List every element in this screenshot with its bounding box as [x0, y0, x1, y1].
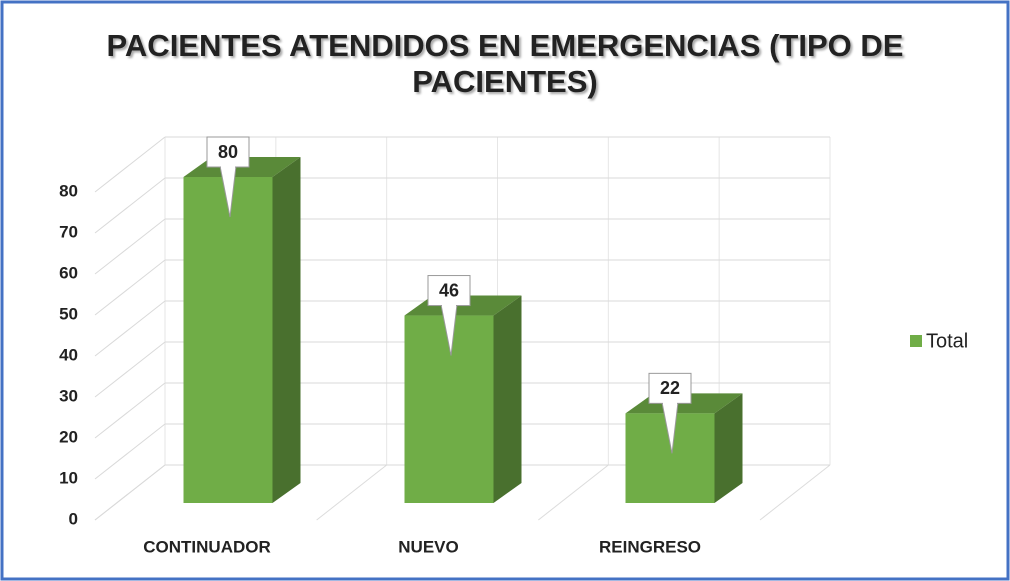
data-label: 80 — [218, 142, 238, 162]
floor-line — [316, 464, 387, 521]
callout-cover — [663, 400, 677, 405]
data-label: 22 — [660, 378, 680, 398]
grid-line — [94, 177, 166, 234]
grid-line — [94, 464, 166, 521]
chart-title: PACIENTES ATENDIDOS EN EMERGENCIAS (TIPO… — [106, 28, 904, 99]
y-tick-label: 30 — [59, 386, 78, 405]
y-tick-label: 40 — [59, 345, 78, 364]
x-tick-label: REINGRESO — [599, 537, 701, 556]
callout-box — [206, 136, 250, 168]
grid-line — [94, 341, 166, 398]
y-tick-label: 50 — [59, 304, 78, 323]
callout-box — [648, 372, 692, 404]
grid-line — [94, 218, 166, 275]
floor-line — [538, 464, 609, 521]
bar-side — [714, 393, 743, 503]
grid-line — [94, 300, 166, 357]
bar-side — [493, 295, 522, 503]
grid-line — [94, 259, 166, 316]
y-tick-label: 70 — [59, 222, 78, 241]
x-tick-label: CONTINUADOR — [143, 537, 271, 556]
callout-cover — [442, 302, 456, 307]
legend-swatch — [910, 335, 922, 347]
callout-box — [427, 275, 471, 307]
y-tick-label: 20 — [59, 427, 78, 446]
y-tick-label: 80 — [59, 181, 78, 200]
data-label: 46 — [439, 280, 459, 300]
y-tick-label: 60 — [59, 263, 78, 282]
bar — [183, 177, 273, 503]
grid-line — [94, 382, 166, 439]
grid-line — [94, 423, 166, 480]
y-tick-label: 10 — [59, 468, 78, 487]
grid-line — [94, 136, 166, 193]
bar-side — [272, 157, 301, 503]
floor-line — [759, 464, 831, 521]
y-tick-label: 0 — [69, 509, 78, 528]
legend-label: Total — [926, 330, 968, 352]
x-tick-label: NUEVO — [398, 537, 458, 556]
callout-cover — [221, 164, 235, 168]
